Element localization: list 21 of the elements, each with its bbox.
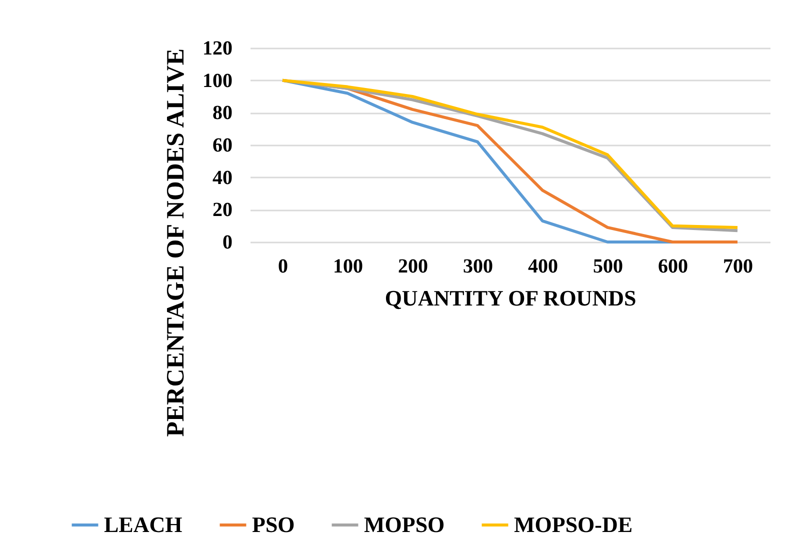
- y-tick-label: 0: [222, 232, 232, 254]
- legend-label: MOPSO-DE: [514, 512, 633, 537]
- legend-label: PSO: [252, 512, 295, 537]
- x-tick-label: 600: [658, 256, 688, 278]
- x-tick-label: 400: [528, 256, 558, 278]
- y-tick-label: 80: [212, 102, 232, 124]
- y-tick-label: 20: [212, 199, 232, 222]
- y-axis-title: PERCENTAGE OF NODES ALIVE: [162, 48, 190, 437]
- y-tick-label: 100: [202, 70, 232, 92]
- x-axis-title: QUANTITY OF ROUNDS: [384, 286, 636, 310]
- x-tick-label: 200: [398, 256, 428, 278]
- x-tick-label: 500: [593, 256, 623, 278]
- x-tick-label: 300: [463, 256, 493, 278]
- x-tick-label: 0: [278, 256, 288, 278]
- legend-label: LEACH: [104, 512, 182, 537]
- x-tick-label: 100: [333, 256, 363, 278]
- legend-label: MOPSO: [364, 512, 445, 537]
- y-tick-label: 60: [212, 134, 232, 156]
- y-tick-label: 120: [202, 38, 232, 60]
- x-tick-label: 700: [723, 256, 753, 278]
- y-tick-label: 40: [212, 166, 232, 189]
